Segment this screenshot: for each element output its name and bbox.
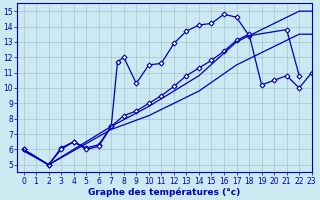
X-axis label: Graphe des températures (°c): Graphe des températures (°c) [88,187,241,197]
